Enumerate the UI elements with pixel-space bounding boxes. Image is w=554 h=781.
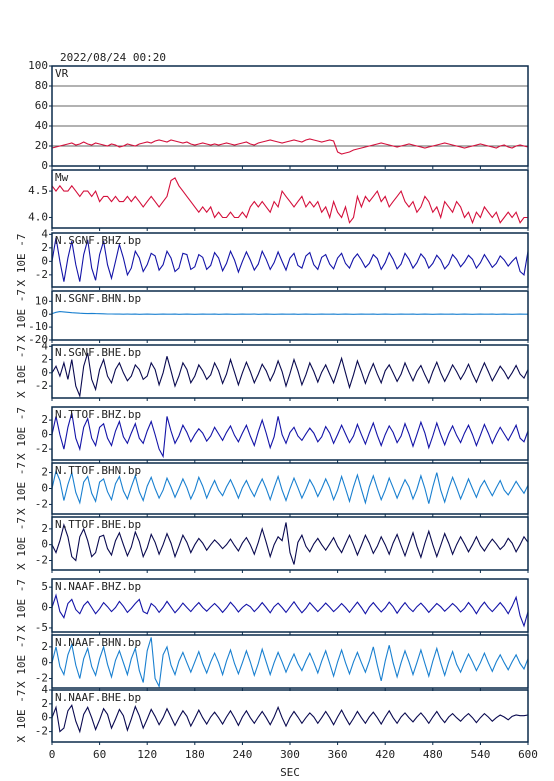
y-tick-label: 0 xyxy=(41,307,48,320)
x-tick-label: 420 xyxy=(375,748,395,761)
y-tick-label: 2 xyxy=(41,241,48,254)
x-tick-label: 360 xyxy=(328,748,348,761)
panel-frame xyxy=(51,290,529,341)
trace xyxy=(51,637,529,689)
y-tick-label: 4 xyxy=(41,339,48,352)
y-tick-label: 20 xyxy=(35,139,48,152)
y-axis-label: X 10E -7 xyxy=(15,289,28,342)
panel-frame xyxy=(51,406,529,461)
y-tick-label: -2 xyxy=(35,672,48,685)
panel-frame xyxy=(51,689,529,743)
x-tick-label: 480 xyxy=(423,748,443,761)
x-tick-label: 540 xyxy=(470,748,490,761)
y-tick-label: 0 xyxy=(41,482,48,495)
y-tick-label: 4.0 xyxy=(28,210,48,223)
y-tick-label: 4 xyxy=(41,227,48,240)
trace xyxy=(51,412,529,459)
y-tick-label: -2 xyxy=(35,379,48,392)
x-tick-label: 0 xyxy=(49,748,56,761)
panel-label: N.TTOF.BHE.bp xyxy=(55,518,141,531)
panel-frame xyxy=(51,65,529,167)
y-tick-label: 4 xyxy=(41,683,48,696)
panel-frame xyxy=(51,344,529,399)
y-tick-label: -10 xyxy=(28,320,48,333)
x-tick-label: 180 xyxy=(185,748,205,761)
y-tick-label: 0 xyxy=(41,601,48,614)
panel-label: Mw xyxy=(55,171,69,184)
y-tick-label: 80 xyxy=(35,79,48,92)
y-tick-label: 0 xyxy=(41,366,48,379)
y-tick-label: -20 xyxy=(28,333,48,346)
trace xyxy=(51,352,529,399)
trace xyxy=(51,593,529,628)
chart-title: 2022/08/24 00:20 xyxy=(60,51,166,64)
y-tick-label: -2 xyxy=(35,268,48,281)
y-tick-label: -2 xyxy=(35,497,48,510)
y-tick-label: -5 xyxy=(35,621,48,634)
y-tick-label: 0 xyxy=(41,254,48,267)
y-tick-label: 60 xyxy=(35,99,48,112)
panel-frame xyxy=(51,578,529,633)
y-tick-label: 2 xyxy=(41,353,48,366)
y-tick-label: 40 xyxy=(35,119,48,132)
y-tick-label: 4.5 xyxy=(28,184,48,197)
panel-frame xyxy=(51,634,529,689)
y-axis-label: X 10E -7 xyxy=(15,234,28,287)
panel-frame xyxy=(51,462,529,515)
y-axis-label: X 10E -7 xyxy=(15,462,28,515)
x-tick-label: 60 xyxy=(93,748,106,761)
y-tick-label: 0 xyxy=(41,711,48,724)
x-axis-label: SEC xyxy=(280,766,300,779)
panel-label: N.SGNF.BHN.bp xyxy=(55,292,141,305)
y-axis-label: X 10E -7 xyxy=(15,407,28,460)
trace xyxy=(51,311,528,315)
trace xyxy=(51,522,529,565)
x-tick-label: 120 xyxy=(137,748,157,761)
y-tick-label: 0 xyxy=(41,428,48,441)
y-tick-label: -2 xyxy=(35,554,48,567)
y-axis-label: X 10E -7 xyxy=(15,579,28,632)
trace xyxy=(51,177,528,225)
y-axis-label: X 10E -7 xyxy=(15,345,28,398)
panel-label: VR xyxy=(55,67,69,80)
panel-frame xyxy=(51,169,529,229)
panel-label: N.NAAF.BHE.bp xyxy=(55,691,141,704)
panel-label: N.SGNF.BHE.bp xyxy=(55,346,141,359)
panel-frame xyxy=(51,516,529,571)
panel-label: N.NAAF.BHZ.bp xyxy=(55,580,141,593)
y-axis-label: X 10E -7 xyxy=(15,690,28,743)
y-tick-label: -2 xyxy=(35,442,48,455)
panel-label: N.NAAF.BHN.bp xyxy=(55,636,141,649)
x-tick-label: 300 xyxy=(280,748,300,761)
y-tick-label: 10 xyxy=(35,294,48,307)
y-tick-label: 2 xyxy=(41,413,48,426)
trace xyxy=(51,469,529,505)
panel-frame xyxy=(51,232,529,288)
y-tick-label: 2 xyxy=(41,697,48,710)
trace xyxy=(51,237,529,282)
y-tick-label: 5 xyxy=(41,580,48,593)
trace xyxy=(51,704,529,734)
x-tick-label: 240 xyxy=(232,748,252,761)
y-tick-label: 0 xyxy=(41,159,48,172)
y-tick-label: 0 xyxy=(41,538,48,551)
panel-label: N.TTOF.BHZ.bp xyxy=(55,408,141,421)
y-axis-label: X 10E -7 xyxy=(15,635,28,688)
y-tick-label: 2 xyxy=(41,522,48,535)
y-tick-label: 2 xyxy=(41,640,48,653)
y-tick-label: 2 xyxy=(41,466,48,479)
panel-label: N.TTOF.BHN.bp xyxy=(55,464,141,477)
panel-label: N.SGNF.BHZ.bp xyxy=(55,234,141,247)
y-tick-label: 0 xyxy=(41,656,48,669)
y-tick-label: -2 xyxy=(35,725,48,738)
trace xyxy=(51,138,529,155)
y-tick-label: 100 xyxy=(28,59,48,72)
x-tick-label: 600 xyxy=(518,748,538,761)
y-axis-label: X 10E -7 xyxy=(15,517,28,570)
